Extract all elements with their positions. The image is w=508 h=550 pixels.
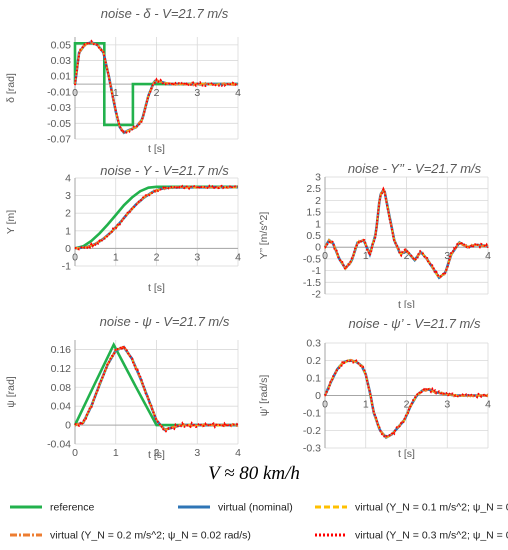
x-tick-label: 3	[194, 447, 200, 459]
y-tick-label: 2	[315, 195, 321, 207]
series-reference	[74, 185, 238, 250]
x-tick-label: 4	[235, 447, 241, 459]
legend-label-n1: virtual (Y_N = 0.1 m/s^2; ψ_N = 0.01 rad…	[355, 502, 508, 514]
x-tick-label: 0	[72, 447, 78, 459]
y-tick-label: 0.3	[306, 338, 321, 350]
x-tick-label: 0	[72, 251, 78, 263]
y-tick-label: -0.04	[47, 439, 71, 451]
legend-label-nominal: virtual (nominal)	[218, 502, 293, 514]
series-noise-2	[324, 186, 489, 279]
series-noise-3	[74, 184, 239, 251]
chart-Y: noise - Y - V=21.7 m/s 4 3 2 1 0 -1 0 1 2 3 4 t [s] Y…	[0, 160, 250, 313]
speed-caption: V ≈ 80 km/h	[208, 463, 300, 484]
chart-Ypp: noise - Y’’ - V=21.7 m/s 3 2.5 2 1.5 1 0.5 0 -0.…	[255, 160, 508, 313]
x-tick-label: 2	[154, 447, 160, 459]
x-tick-label: 1	[113, 447, 119, 459]
x-tick-label: 0	[322, 250, 328, 262]
y-tick-label: -0.01	[47, 86, 71, 98]
y-tick-label: 1.5	[306, 207, 321, 219]
x-axis-label: t [s]	[148, 282, 165, 294]
chart-title: noise - ψ’ - V=21.7 m/s	[349, 316, 481, 331]
y-tick-label: 0	[315, 390, 321, 402]
series-noise-2	[324, 358, 489, 439]
y-tick-label: 4	[65, 173, 71, 185]
y-tick-label: -0.5	[303, 253, 321, 265]
y-tick-label: 0.16	[51, 344, 72, 356]
series-noise-3	[324, 186, 489, 278]
y-axis-label: Y’’ [m/s^2]	[258, 212, 270, 260]
chart-title: noise - Y - V=21.7 m/s	[100, 163, 229, 178]
chart-title: noise - Y’’ - V=21.7 m/s	[348, 161, 482, 176]
x-axis-label: t [s]	[148, 449, 165, 461]
chart-delta: noise - δ - V=21.7 m/s 0.05 0.03 0.01 -0.01 -…	[0, 0, 250, 160]
y-tick-label: 0.1	[306, 373, 321, 385]
chart-title: noise - δ - V=21.7 m/s	[101, 6, 229, 21]
y-tick-label: 0.2	[306, 355, 321, 367]
y-tick-label: -2	[312, 289, 321, 301]
chart-psi: noise - ψ - V=21.7 m/s 0.16 0.12 0.08 0.04 0-…	[0, 312, 250, 467]
y-tick-label: 1	[65, 225, 71, 237]
y-tick-label: -0.07	[47, 134, 71, 146]
x-tick-label: 3	[444, 250, 450, 262]
y-tick-label: -0.2	[303, 425, 321, 437]
x-tick-label: 3	[194, 251, 200, 263]
x-tick-label: 4	[235, 251, 241, 263]
x-tick-label: 1	[113, 87, 119, 99]
legend-label-n2: virtual (Y_N = 0.2 m/s^2; ψ_N = 0.02 rad…	[50, 530, 251, 542]
series-reference	[73, 341, 238, 427]
y-tick-label: -0.03	[47, 102, 71, 114]
y-axis-label: ψ’ [rad/s]	[258, 375, 270, 417]
chart-psip: noise - ψ’ - V=21.7 m/s 0.3 0.2 0.1 0 -0.1 -0.…	[255, 312, 508, 467]
x-tick-label: 1	[363, 399, 369, 411]
y-tick-label: 1	[315, 218, 321, 230]
y-tick-label: 0.01	[51, 71, 72, 83]
x-tick-label: 4	[485, 250, 491, 262]
y-tick-label: 0.5	[306, 230, 321, 242]
y-tick-label: 0.04	[51, 401, 72, 413]
y-tick-label: 0	[65, 243, 71, 255]
y-tick-label: 0.05	[51, 39, 72, 51]
x-tick-label: 3	[194, 87, 200, 99]
x-tick-label: 0	[322, 399, 328, 411]
x-tick-label: 4	[485, 399, 491, 411]
series-noise-3	[74, 39, 239, 135]
legend-label-reference: reference	[50, 502, 95, 514]
y-tick-label: -1	[62, 261, 71, 273]
x-tick-label: 2	[404, 250, 410, 262]
series-noise-3	[74, 343, 239, 433]
y-tick-label: -1	[312, 265, 321, 277]
y-tick-label: -0.1	[303, 408, 321, 420]
x-tick-label: 1	[363, 250, 369, 262]
y-tick-label: 2.5	[306, 183, 321, 195]
y-tick-label: 0.03	[51, 55, 72, 67]
y-tick-label: -1.5	[303, 277, 321, 289]
x-axis-label: t [s]	[398, 299, 415, 308]
y-axis-label: Y [m]	[5, 210, 17, 234]
y-tick-label: 2	[65, 208, 71, 220]
x-tick-label: 4	[235, 87, 241, 99]
x-tick-label: 1	[113, 251, 119, 263]
x-tick-label: 2	[154, 251, 160, 263]
y-axis-label: δ [rad]	[5, 73, 17, 103]
x-tick-label: 0	[72, 87, 78, 99]
x-tick-label: 2	[154, 87, 160, 99]
y-tick-label: 0	[315, 242, 321, 254]
y-tick-label: 0.12	[51, 363, 72, 375]
series-noise-2	[74, 185, 238, 251]
y-tick-label: -0.05	[47, 118, 71, 130]
y-tick-label: 3	[65, 190, 71, 202]
legend: reference virtual (nominal) virtual (Y_N =…	[10, 502, 508, 542]
y-axis-label: ψ [rad]	[5, 376, 17, 407]
y-tick-label: 0	[65, 420, 71, 432]
series-noise-1	[74, 41, 239, 134]
x-axis-label: t [s]	[398, 448, 415, 460]
x-axis-label: t [s]	[148, 143, 165, 155]
y-tick-label: 3	[315, 172, 321, 184]
legend-label-n3: virtual (Y_N = 0.3 m/s^2; ψ_N = 0.03 rad…	[355, 530, 508, 542]
y-tick-label: -0.3	[303, 443, 321, 455]
chart-title: noise - ψ - V=21.7 m/s	[100, 314, 230, 329]
y-tick-label: 0.08	[51, 382, 72, 394]
x-tick-label: 3	[444, 399, 450, 411]
x-tick-label: 2	[404, 399, 410, 411]
